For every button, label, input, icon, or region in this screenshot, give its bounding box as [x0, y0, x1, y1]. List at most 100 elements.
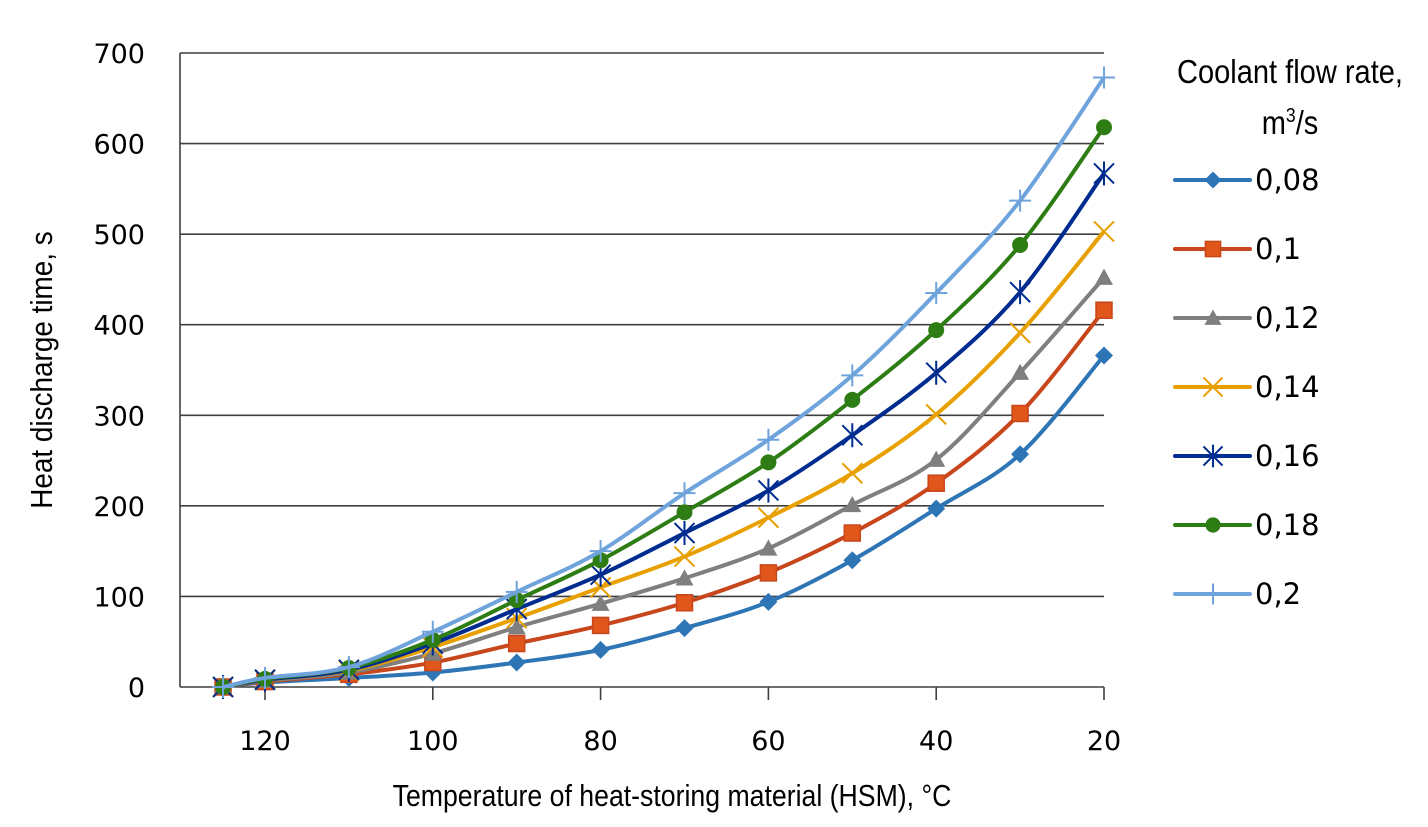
data-point [843, 551, 862, 570]
x-tick-label: 100 [407, 726, 459, 757]
data-point [759, 539, 778, 556]
data-point [1095, 346, 1113, 365]
unit-base: m [1261, 104, 1286, 141]
legend-label: 0,12 [1255, 300, 1320, 335]
data-point [1093, 161, 1115, 186]
legend-item: 0,18 [1173, 490, 1320, 559]
series-line [222, 308, 1106, 689]
data-point [1095, 268, 1113, 285]
legend-label: 0,1 [1255, 231, 1302, 266]
data-point [673, 545, 696, 568]
legend-marker [1205, 516, 1221, 533]
data-point [757, 506, 780, 529]
legend-label: 0,08 [1255, 162, 1320, 197]
data-point [337, 656, 360, 679]
x-axis-title: Temperature of heat-storing material (HS… [393, 779, 952, 813]
y-tick-label: 600 [93, 130, 145, 161]
data-point [1093, 66, 1115, 89]
series-0-08 [214, 346, 1113, 696]
y-tick-label: 300 [93, 401, 145, 432]
y-tick-label: 0 [128, 673, 145, 704]
data-point [1011, 363, 1030, 380]
x-tick-label: 120 [239, 726, 291, 757]
data-point [841, 364, 864, 387]
legend-marker [1202, 444, 1224, 467]
data-point [925, 403, 947, 426]
series-line [222, 354, 1106, 689]
data-point [212, 676, 235, 698]
legend-item: 0,14 [1173, 352, 1320, 421]
legend-swatch [1173, 376, 1252, 397]
series-line [222, 230, 1106, 689]
data-point [757, 428, 780, 451]
legend-swatch [1173, 308, 1252, 325]
data-point [1095, 301, 1113, 319]
data-point [676, 504, 693, 521]
legend-marker [1204, 308, 1222, 325]
y-tick-label: 400 [93, 311, 145, 342]
data-point [843, 495, 862, 513]
data-point [928, 322, 945, 339]
y-tick-label: 500 [93, 220, 145, 251]
data-point [1096, 119, 1112, 136]
legend-item: 0,12 [1173, 283, 1320, 352]
series-group [212, 66, 1115, 699]
unit-sup: 3 [1285, 105, 1296, 127]
data-point [507, 653, 526, 672]
legend-item: 0,2 [1173, 559, 1320, 628]
data-point [925, 360, 947, 385]
y-tick-label: 200 [93, 492, 145, 523]
legend-marker [1202, 376, 1224, 397]
data-point [591, 594, 610, 611]
legend-label: 0,18 [1255, 507, 1320, 542]
x-tick-label: 80 [583, 726, 617, 757]
legend-title-line1: Coolant flow rate, [1177, 53, 1403, 90]
legend-marker [1202, 583, 1224, 604]
data-point [675, 619, 694, 638]
legend-item: 0,16 [1173, 421, 1320, 490]
series-0-12 [214, 268, 1113, 695]
data-point [1093, 220, 1115, 243]
legend-label: 0,14 [1255, 369, 1320, 404]
data-point [591, 616, 610, 635]
legend-swatch [1173, 444, 1252, 467]
series-0-2 [212, 66, 1115, 698]
legend-label: 0,2 [1255, 576, 1302, 611]
legend-marker [1204, 240, 1222, 257]
data-point [673, 521, 696, 546]
legend-marker [1204, 170, 1222, 189]
data-point [254, 666, 276, 689]
data-point [1011, 404, 1029, 423]
data-point [927, 450, 946, 467]
y-tick-labels: 0 100 200 300 400 500 600 700 [93, 39, 145, 704]
legend-label: 0,16 [1255, 438, 1320, 473]
series-0-16 [212, 161, 1115, 699]
data-point [757, 478, 780, 503]
data-point [927, 499, 946, 518]
x-tick-label: 40 [919, 726, 953, 757]
x-tick-label: 20 [1087, 726, 1121, 757]
data-point [589, 540, 612, 563]
data-point [1009, 280, 1031, 305]
data-point [421, 620, 444, 643]
y-tick-label: 700 [93, 39, 145, 70]
data-point [925, 282, 948, 305]
data-point [760, 454, 777, 471]
data-point [591, 640, 610, 659]
data-point [1009, 189, 1032, 212]
data-point [841, 423, 864, 448]
data-point [673, 482, 696, 505]
grid-lines [180, 52, 1104, 598]
data-point [759, 592, 778, 611]
series-0-14 [212, 220, 1115, 698]
data-point [675, 594, 694, 612]
data-point [927, 474, 945, 492]
data-point [507, 634, 526, 653]
data-point [759, 564, 778, 582]
data-point [507, 618, 526, 635]
legend-swatch [1173, 240, 1252, 257]
legend-swatch [1173, 170, 1252, 189]
legend-title: Coolant flow rate, m3/s [1158, 50, 1422, 145]
data-point [1011, 445, 1030, 464]
